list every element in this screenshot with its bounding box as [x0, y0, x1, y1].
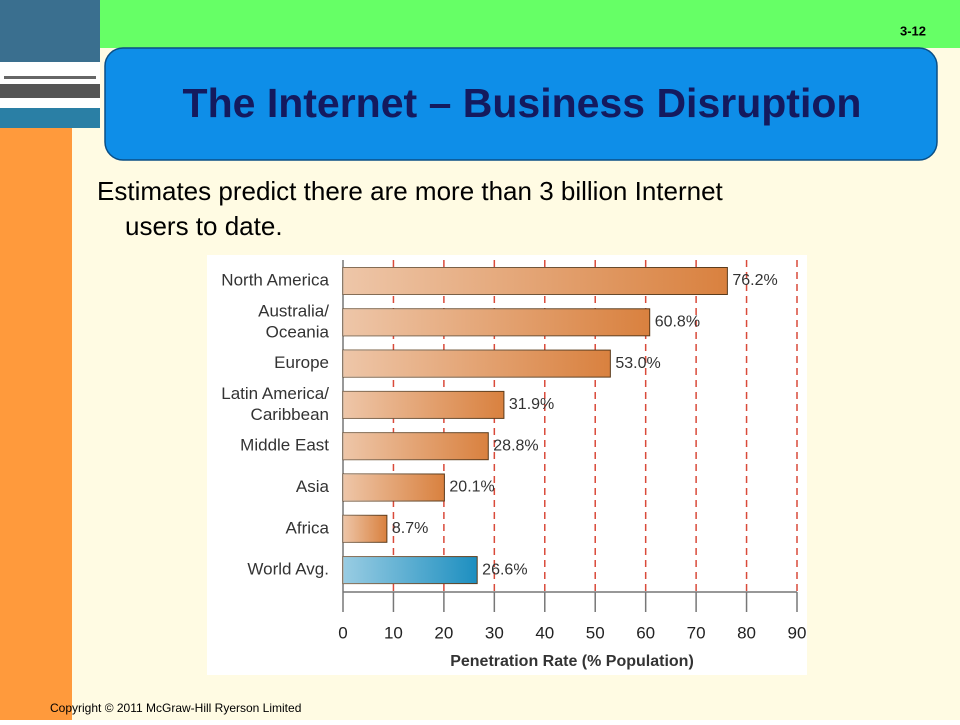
- bar-shade: [343, 308, 650, 336]
- cover-text: [4, 76, 96, 79]
- value-label: 28.8%: [493, 437, 538, 454]
- y-tick-label: Australia/: [258, 301, 329, 320]
- top-band: [100, 0, 960, 48]
- value-label: 60.8%: [655, 314, 700, 331]
- x-tick-label: 40: [535, 623, 554, 642]
- bar-shade: [343, 515, 387, 543]
- y-tick-label: World Avg.: [247, 560, 329, 579]
- x-tick-label: 70: [687, 623, 706, 642]
- footer: Copyright © 2011 McGraw-Hill Ryerson Lim…: [50, 701, 301, 715]
- x-tick-label: 90: [788, 623, 807, 642]
- value-label: 31.9%: [509, 396, 554, 413]
- x-tick-label: 10: [384, 623, 403, 642]
- bar-shade: [343, 267, 728, 295]
- title-box: [104, 47, 938, 161]
- slide-title: The Internet – Business Disruption: [183, 80, 862, 126]
- bar-shade: [343, 432, 489, 460]
- bar-shade: [343, 556, 478, 584]
- x-tick-label: 50: [586, 623, 605, 642]
- value-label: 8.7%: [392, 520, 428, 537]
- x-tick-label: 30: [485, 623, 504, 642]
- cover-strip: [0, 84, 100, 98]
- cover-authors: [0, 108, 100, 128]
- bar-shade: [343, 391, 504, 419]
- x-axis-label: Penetration Rate (% Population): [450, 653, 694, 670]
- slide-number: 3-12: [900, 23, 926, 38]
- y-tick-label: Asia: [296, 477, 330, 496]
- x-tick-label: 80: [737, 623, 756, 642]
- book-cover: [0, 0, 100, 128]
- y-tick-label: Oceania: [266, 322, 330, 341]
- y-tick-label: Europe: [274, 353, 329, 372]
- x-tick-label: 60: [636, 623, 655, 642]
- x-tick-label: 0: [338, 623, 347, 642]
- bar-shade: [343, 474, 445, 501]
- bar-shade: [343, 350, 611, 378]
- y-tick-label: Latin America/: [221, 384, 329, 403]
- value-label: 20.1%: [449, 479, 494, 496]
- cover-image: [0, 0, 100, 62]
- y-tick-label: Caribbean: [251, 405, 329, 424]
- body-text: Estimates predict there are more than 3 …: [97, 176, 724, 206]
- y-tick-label: North America: [221, 270, 329, 289]
- y-tick-label: Africa: [286, 518, 330, 537]
- y-tick-label: Middle East: [240, 436, 329, 455]
- value-label: 26.6%: [482, 561, 527, 578]
- value-label: 53.0%: [615, 355, 660, 372]
- body-text: users to date.: [125, 211, 283, 241]
- x-tick-label: 20: [434, 623, 453, 642]
- value-label: 76.2%: [732, 272, 777, 289]
